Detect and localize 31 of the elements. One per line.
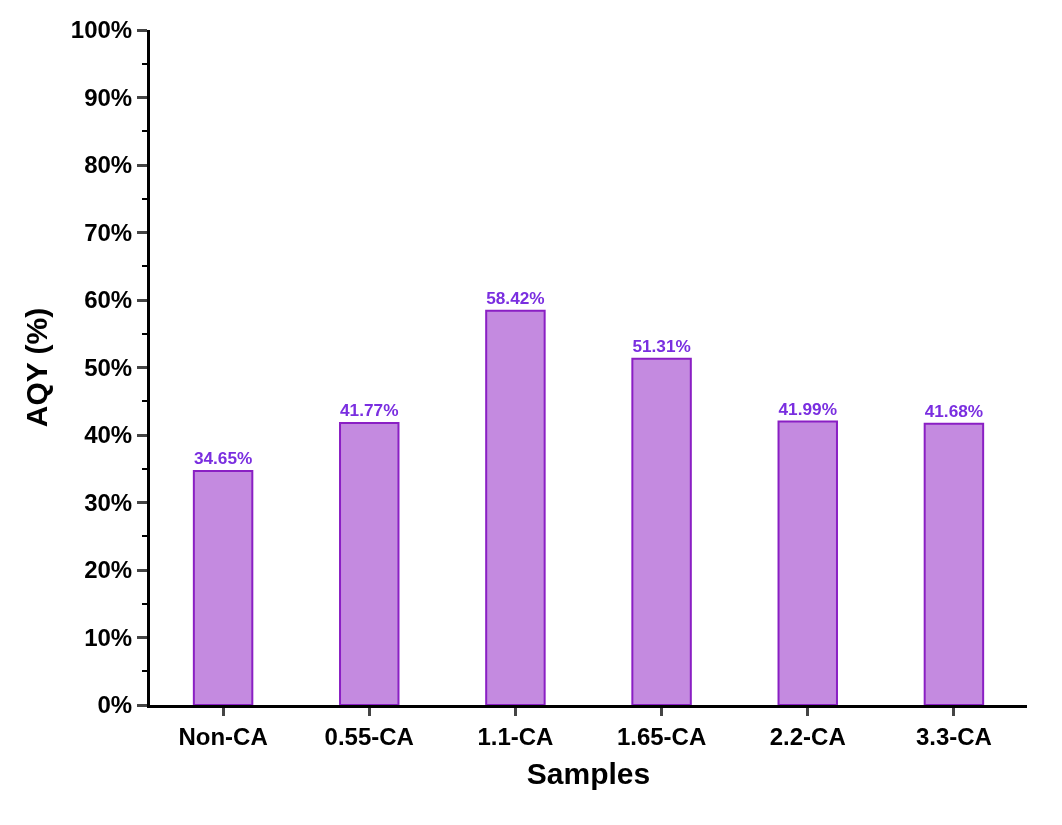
y-tick-label: 80%	[84, 151, 133, 179]
bar	[485, 309, 546, 705]
bar	[339, 422, 400, 705]
data-label: 34.65%	[193, 448, 253, 469]
y-tick-label: 30%	[84, 488, 133, 516]
y-tick-label: 40%	[84, 421, 133, 449]
y-tick-label: 100%	[70, 16, 133, 44]
y-tick-label: 50%	[84, 353, 133, 381]
bar	[777, 420, 838, 705]
y-tick-label: 70%	[84, 218, 133, 246]
x-tick-label: 3.3-CA	[915, 722, 992, 750]
x-axis-title: Samples	[526, 757, 651, 791]
y-tick-label: 10%	[84, 623, 133, 651]
y-tick-label: 0%	[97, 691, 133, 719]
data-label: 58.42%	[486, 287, 545, 308]
data-label: 41.99%	[778, 398, 837, 419]
x-tick-label: 0.55-CA	[324, 722, 414, 750]
bar	[192, 470, 254, 705]
bar	[923, 422, 985, 705]
bar	[631, 357, 692, 705]
y-tick-label: 60%	[84, 286, 133, 314]
x-tick-label: Non-CA	[178, 722, 268, 750]
y-tick-label: 90%	[84, 83, 133, 111]
x-tick-label: 2.2-CA	[769, 722, 846, 750]
data-label: 41.77%	[340, 400, 399, 421]
y-axis-title: AQY (%)	[19, 307, 53, 428]
x-tick-label: 1.1-CA	[477, 722, 554, 750]
data-label: 41.68%	[924, 400, 984, 421]
x-tick-label: 1.65-CA	[616, 722, 707, 750]
y-tick-label: 20%	[84, 556, 133, 584]
data-label: 51.31%	[632, 335, 691, 356]
